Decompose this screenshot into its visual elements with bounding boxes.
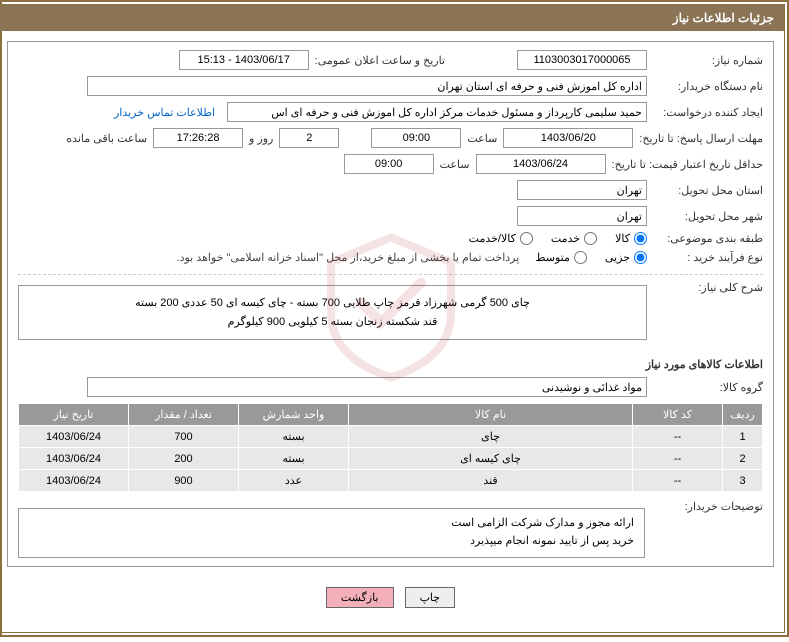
desc-line2: قند شکسته زنجان بسته 5 کیلویی 900 کیلوگر… [31,313,634,332]
desc-label: شرح کلی نیاز: [653,281,763,294]
city-label: شهر محل تحویل: [653,210,763,223]
radio-goods-label: کالا [615,232,630,245]
cell-date: 1403/06/24 [19,448,129,470]
cell-unit: بسته [239,448,349,470]
items-section-title: اطلاعات کالاهای مورد نیاز [18,358,763,371]
radio-service[interactable]: خدمت [551,232,597,245]
time-label-1: ساعت [467,132,497,145]
table-row: 3--قندعدد9001403/06/24 [19,470,763,492]
radio-medium-label: متوسط [535,251,570,264]
print-button[interactable]: چاپ [405,587,456,608]
notes-line1: ارائه مجوز و مدارک شرکت الزامی است [29,515,634,533]
category-radio-group: کالا خدمت کالا/خدمت [469,232,647,245]
time-label-2: ساعت [440,158,470,171]
cell-qty: 900 [129,470,239,492]
th-row: ردیف [723,404,763,426]
buyer-org-value: اداره کل اموزش فنی و حرفه ای استان تهران [87,76,647,96]
cell-row: 1 [723,426,763,448]
cell-name: چای [349,426,633,448]
remain-label: ساعت باقی مانده [66,132,147,145]
table-row: 2--چای کیسه ایبسته2001403/06/24 [19,448,763,470]
notes-line2: خرید پس از تایید نمونه انجام میپذیرد [29,533,634,551]
radio-goods[interactable]: کالا [615,232,647,245]
radio-medium[interactable]: متوسط [535,251,587,264]
validity-time: 09:00 [344,154,434,174]
radio-goods-input[interactable] [634,232,647,245]
page-title: جزئیات اطلاعات نیاز [0,5,784,31]
resp-time: 09:00 [371,128,461,148]
category-label: طبقه بندی موضوعی: [653,232,763,245]
radio-small-input[interactable] [634,251,647,264]
cell-qty: 700 [129,426,239,448]
cell-name: قند [349,470,633,492]
desc-box: چای 500 گرمی شهرزاد قرمز چاپ طلایی 700 ب… [18,285,647,340]
th-code: کد کالا [633,404,723,426]
province-value: تهران [517,180,647,200]
info-section: شماره نیاز: 1103003017000065 تاریخ و ساع… [7,41,774,567]
radio-medium-input[interactable] [574,251,587,264]
cell-code: -- [633,448,723,470]
group-label: گروه کالا: [653,381,763,394]
cell-unit: بسته [239,426,349,448]
th-qty: تعداد / مقدار [129,404,239,426]
payment-note: پرداخت تمام یا بخشی از مبلغ خرید،از محل … [177,251,520,264]
need-no-value: 1103003017000065 [517,50,647,70]
resp-date: 1403/06/20 [503,128,633,148]
requester-label: ایجاد کننده درخواست: [653,106,763,119]
th-date: تاریخ نیاز [19,404,129,426]
items-table: ردیف کد کالا نام کالا واحد شمارش تعداد /… [18,403,763,492]
radio-both-input[interactable] [520,232,533,245]
need-no-label: شماره نیاز: [653,54,763,67]
buyer-notes-box: ارائه مجوز و مدارک شرکت الزامی است خرید … [18,508,645,557]
buyer-org-label: نام دستگاه خریدار: [653,80,763,93]
announce-label: تاریخ و ساعت اعلان عمومی: [315,54,445,67]
city-value: تهران [517,206,647,226]
announce-value: 1403/06/17 - 15:13 [179,50,309,70]
desc-line1: چای 500 گرمی شهرزاد قرمز چاپ طلایی 700 ب… [31,294,634,313]
th-unit: واحد شمارش [239,404,349,426]
resp-deadline-label: مهلت ارسال پاسخ: تا تاریخ: [639,132,763,145]
buyer-notes-label: توضیحات خریدار: [653,500,763,513]
cell-unit: عدد [239,470,349,492]
cell-qty: 200 [129,448,239,470]
cell-row: 3 [723,470,763,492]
table-row: 1--چایبسته7001403/06/24 [19,426,763,448]
back-button[interactable]: بازگشت [326,587,394,608]
province-label: استان محل تحویل: [653,184,763,197]
process-radio-group: جزیی متوسط [535,251,647,264]
validity-date: 1403/06/24 [476,154,606,174]
cell-date: 1403/06/24 [19,426,129,448]
cell-date: 1403/06/24 [19,470,129,492]
countdown: 17:26:28 [153,128,243,148]
process-label: نوع فرآیند خرید : [653,251,763,264]
radio-both[interactable]: کالا/خدمت [469,232,533,245]
radio-small[interactable]: جزیی [605,251,647,264]
group-value: مواد غذائی و نوشیدنی [87,377,647,397]
days-label: روز و [249,132,273,145]
radio-small-label: جزیی [605,251,630,264]
radio-service-label: خدمت [551,232,580,245]
cell-code: -- [633,470,723,492]
cell-row: 2 [723,448,763,470]
requester-value: حمید سلیمی کارپرداز و مسئول خدمات مرکز ا… [227,102,647,122]
radio-both-label: کالا/خدمت [469,232,516,245]
footer-buttons: چاپ بازگشت [7,577,774,622]
th-name: نام کالا [349,404,633,426]
contact-link[interactable]: اطلاعات تماس خریدار [114,106,215,119]
cell-code: -- [633,426,723,448]
days-remaining: 2 [279,128,339,148]
validity-label: حداقل تاریخ اعتبار قیمت: تا تاریخ: [612,158,763,171]
radio-service-input[interactable] [584,232,597,245]
cell-name: چای کیسه ای [349,448,633,470]
